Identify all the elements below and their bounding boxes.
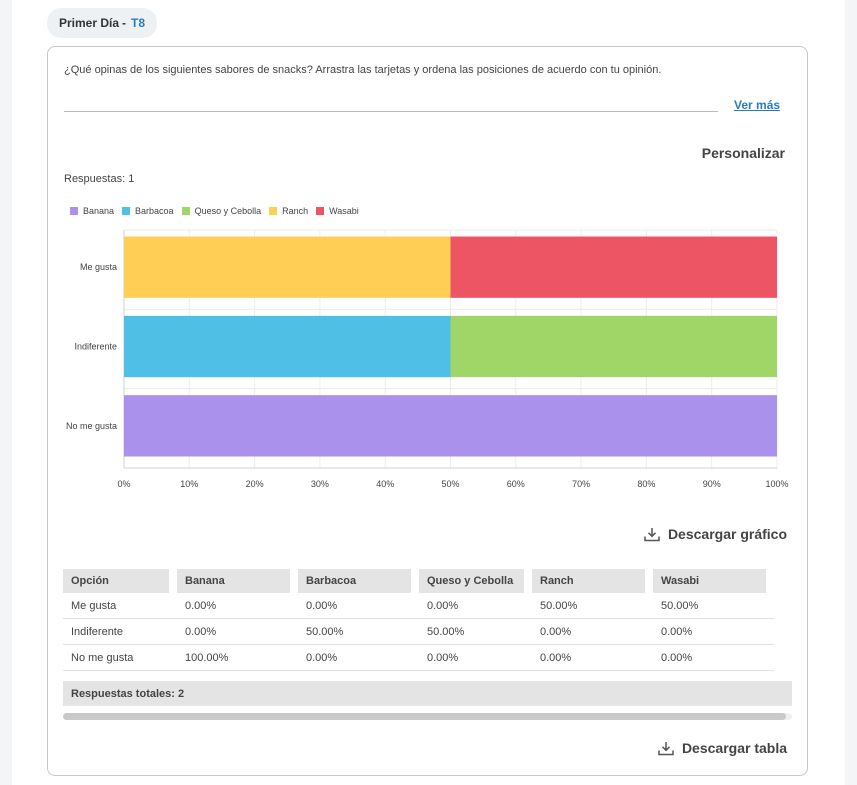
legend-swatch	[181, 207, 190, 215]
table-cell: Indiferente	[63, 619, 177, 645]
legend-label: Barbacoa	[135, 206, 174, 216]
legend-label: Wasabi	[329, 206, 359, 216]
table-cell: 0.00%	[298, 645, 419, 671]
legend-item[interactable]: Wasabi	[316, 206, 359, 216]
x-tick-label: 40%	[376, 479, 394, 489]
legend-swatch	[269, 207, 278, 215]
bar-segment	[124, 236, 451, 298]
question-card: ¿Qué opinas de los siguientes sabores de…	[47, 46, 808, 776]
x-tick-label: 70%	[572, 479, 590, 489]
table-cell: 0.00%	[419, 593, 532, 619]
x-tick-label: 0%	[117, 479, 130, 489]
table-cell: Me gusta	[63, 593, 177, 619]
bar-segment	[450, 236, 777, 298]
table-row: Indiferente 0.00% 50.00% 50.00% 0.00% 0.00%	[63, 619, 774, 645]
legend-label: Queso y Cebolla	[194, 206, 262, 216]
table-header-cell: Ranch	[532, 569, 653, 593]
results-table: Opción Banana Barbacoa Queso y Cebolla Ranch…	[63, 569, 774, 671]
table-cell: 50.00%	[419, 619, 532, 645]
legend-item[interactable]: Banana	[70, 206, 114, 216]
table-cell: 50.00%	[298, 619, 419, 645]
total-responses: Respuestas totales: 2	[63, 681, 792, 706]
y-tick-label: Indiferente	[74, 342, 117, 352]
table-cell: 50.00%	[653, 593, 774, 619]
download-icon	[644, 527, 660, 541]
download-icon	[658, 741, 674, 755]
y-tick-label: No me gusta	[66, 421, 117, 431]
scrollbar-thumb[interactable]	[63, 713, 786, 720]
personalizar-button[interactable]: Personalizar	[701, 145, 785, 161]
tab-code: T8	[131, 16, 146, 30]
bar-segment	[450, 315, 777, 378]
legend-swatch	[316, 207, 325, 215]
x-tick-label: 60%	[507, 479, 525, 489]
table-header-cell: Opción	[63, 569, 177, 593]
download-table-label: Descargar tabla	[681, 740, 787, 756]
tab-primer-dia[interactable]: Primer Día - T8	[47, 8, 158, 38]
table-cell: 0.00%	[177, 619, 298, 645]
download-chart-label: Descargar gráfico	[667, 526, 787, 542]
legend-item[interactable]: Ranch	[269, 206, 308, 216]
x-tick-label: 50%	[441, 479, 459, 489]
legend-item[interactable]: Queso y Cebolla	[181, 206, 262, 216]
question-divider	[64, 111, 718, 112]
table-row: Me gusta 0.00% 0.00% 0.00% 50.00% 50.00%	[63, 593, 774, 619]
table-header-cell: Barbacoa	[298, 569, 419, 593]
legend-swatch	[122, 207, 131, 215]
table-cell: 0.00%	[532, 645, 653, 671]
x-tick-label: 80%	[637, 479, 655, 489]
bar-segment	[124, 395, 777, 457]
stacked-bar-chart: 0% 10% 20% 30% 40% 50% 60% 70% 80% 90% 100% Me gust…	[66, 229, 789, 489]
table-cell: 0.00%	[298, 593, 419, 619]
table-cell: 100.00%	[177, 645, 298, 671]
legend-item[interactable]: Barbacoa	[122, 206, 174, 216]
table-cell: 0.00%	[653, 645, 774, 671]
table-header-cell: Wasabi	[653, 569, 774, 593]
table-cell: 0.00%	[532, 619, 653, 645]
x-tick-label: 20%	[246, 479, 264, 489]
ver-mas-link[interactable]: Ver más	[734, 98, 781, 112]
x-tick-label: 30%	[311, 479, 329, 489]
table-cell: 0.00%	[653, 619, 774, 645]
table-cell: 0.00%	[177, 593, 298, 619]
table-header-cell: Queso y Cebolla	[419, 569, 532, 593]
table-scrollbar[interactable]	[63, 713, 792, 720]
x-tick-label: 100%	[765, 479, 788, 489]
table-cell: No me gusta	[63, 645, 177, 671]
y-tick-label: Me gusta	[80, 262, 117, 272]
table-row: No me gusta 100.00% 0.00% 0.00% 0.00% 0.00%	[63, 645, 774, 671]
x-tick-label: 90%	[703, 479, 721, 489]
question-text: ¿Qué opinas de los siguientes sabores de…	[64, 64, 662, 76]
download-chart-button[interactable]: Descargar gráfico	[644, 526, 787, 542]
legend-label: Banana	[83, 206, 115, 216]
legend-label: Ranch	[282, 206, 309, 216]
tab-separator: -	[122, 16, 127, 30]
table-cell: 0.00%	[419, 645, 532, 671]
tab-title: Primer Día	[59, 16, 120, 30]
table-cell: 50.00%	[532, 593, 653, 619]
download-table-button[interactable]: Descargar tabla	[658, 740, 787, 756]
chart-legend: Banana Barbacoa Queso y Cebolla Ranch Wasabi	[70, 206, 359, 216]
x-tick-label: 10%	[180, 479, 198, 489]
responses-count: Respuestas: 1	[64, 173, 135, 185]
legend-swatch	[70, 207, 78, 215]
table-header-cell: Banana	[177, 569, 298, 593]
bar-segment	[124, 315, 451, 378]
